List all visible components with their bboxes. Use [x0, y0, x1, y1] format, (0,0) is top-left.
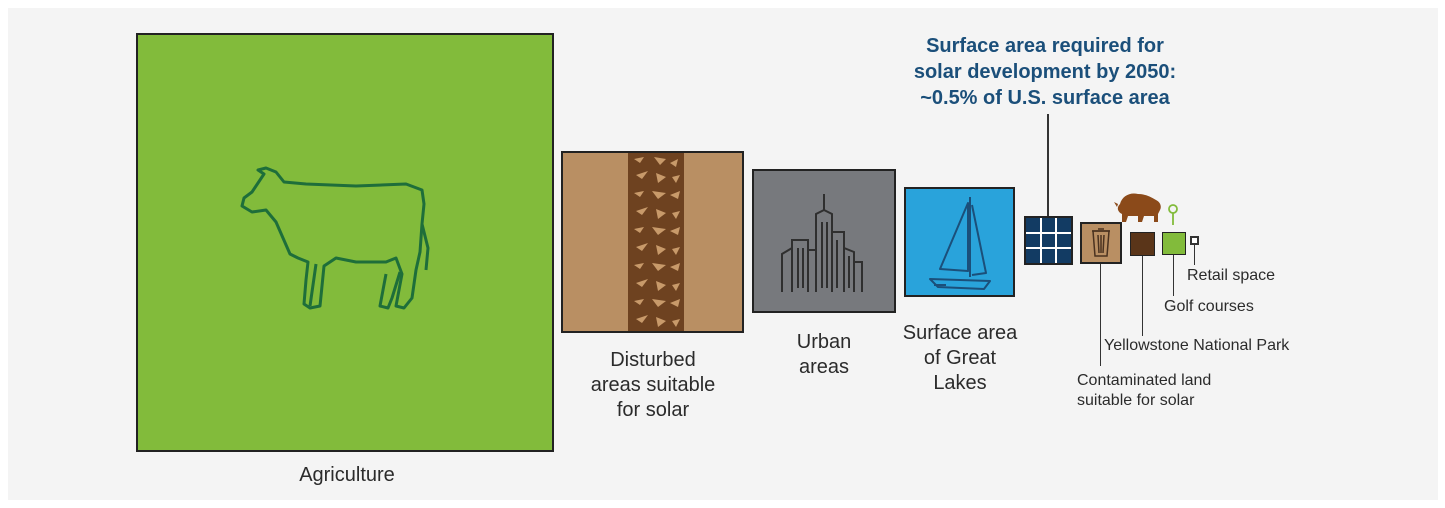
urban-areas-box: [752, 169, 896, 313]
solar-grid-icon: [1026, 218, 1071, 263]
bison-icon: [1114, 193, 1161, 222]
golf-flag-icon: [1168, 204, 1178, 225]
solar-requirement-title: Surface area required for solar developm…: [913, 35, 1177, 109]
contaminated-land-label: Contaminated land suitable for solar: [1077, 372, 1212, 409]
retail-leader-line: [1194, 245, 1195, 265]
yellowstone-leader-line: [1142, 256, 1143, 336]
yellowstone-box: [1130, 232, 1155, 256]
trash-can-icon: [1092, 228, 1110, 257]
retail-space-box: [1190, 236, 1199, 245]
yellowstone-label: Yellowstone National Park: [1104, 337, 1290, 354]
agriculture-label: Agriculture: [299, 464, 395, 486]
great-lakes-box: [904, 187, 1015, 297]
golf-courses-label: Golf courses: [1164, 298, 1254, 315]
agriculture-box: [136, 33, 554, 452]
contaminated-leader-line: [1100, 264, 1101, 366]
title-leader-line: [1047, 114, 1049, 216]
tire-track-icon: [628, 153, 684, 331]
great-lakes-label: Surface area of Great Lakes: [902, 322, 1018, 394]
sailboat-icon: [929, 197, 991, 290]
disturbed-areas-label: Disturbed areas suitable for solar: [590, 349, 716, 421]
city-skyline-icon: [781, 194, 863, 292]
golf-leader-line: [1173, 255, 1174, 296]
golf-courses-box: [1162, 232, 1186, 255]
solar-panel-box: [1024, 216, 1073, 265]
urban-areas-label: Urban areas: [796, 331, 852, 378]
cow-icon: [240, 166, 430, 310]
retail-space-label: Retail space: [1187, 267, 1276, 284]
